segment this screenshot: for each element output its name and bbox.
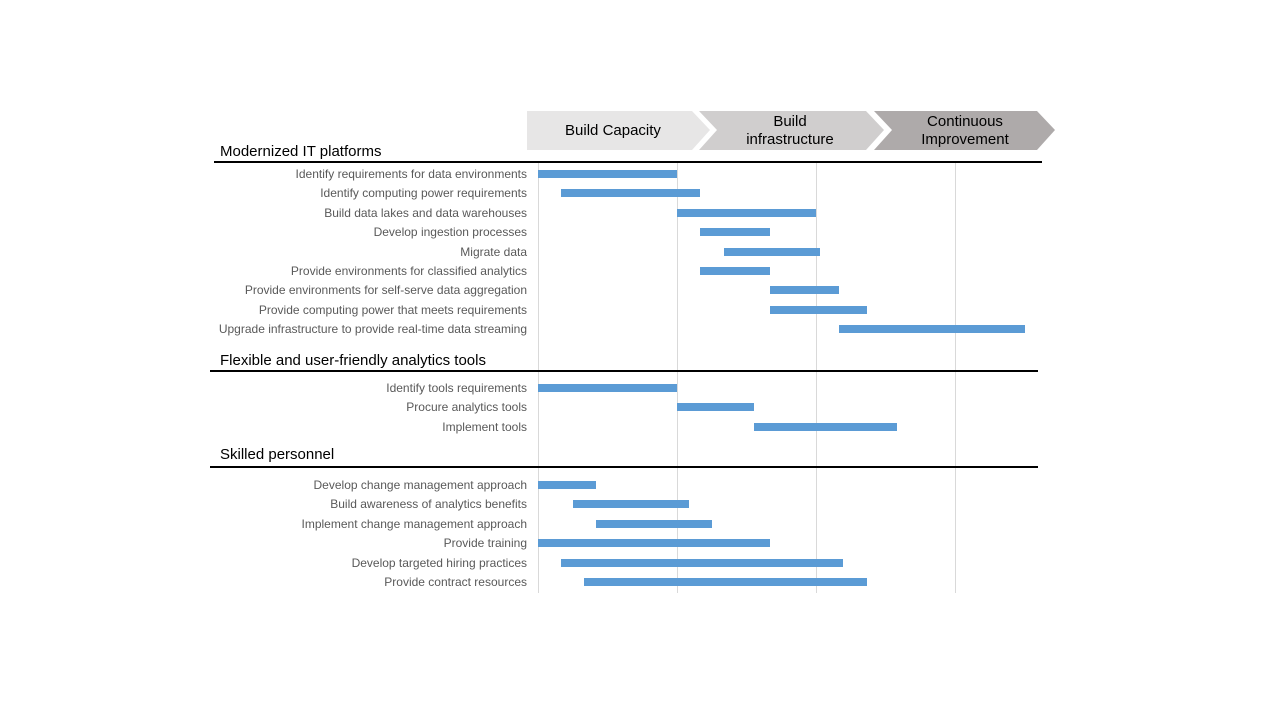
task-bar <box>677 403 755 412</box>
task-label: Implement tools <box>442 419 527 434</box>
task-bar <box>769 305 867 314</box>
phase-arrow-build-infrastructure <box>699 111 884 150</box>
phase-label-build-capacity: Build Capacity <box>565 121 661 139</box>
gridline <box>955 162 956 593</box>
task-bar <box>561 558 844 567</box>
phase-arrow-continuous-improvement <box>874 111 1055 150</box>
section-rule <box>210 466 1038 468</box>
task-label: Provide computing power that meets requi… <box>258 302 527 317</box>
task-bar <box>572 500 689 509</box>
task-label: Procure analytics tools <box>406 400 527 415</box>
phase-label-continuous-improvement: Continuous Improvement <box>921 112 1009 148</box>
task-label: Develop change management approach <box>313 478 527 492</box>
task-bar <box>538 384 678 392</box>
task-bar <box>595 519 712 528</box>
task-label: Implement change management approach <box>301 516 527 531</box>
task-bar <box>754 422 898 431</box>
task-bar <box>700 267 770 275</box>
task-label: Migrate data <box>460 244 527 259</box>
task-label: Develop ingestion processes <box>373 225 527 240</box>
section-rule <box>210 370 1038 372</box>
phase-arrow-build-capacity <box>527 111 710 150</box>
task-label: Develop targeted hiring practices <box>351 555 527 570</box>
task-label: Identify requirements for data environme… <box>295 167 527 181</box>
task-bar <box>538 481 596 489</box>
task-bar <box>700 228 770 237</box>
task-label: Upgrade infrastructure to provide real-t… <box>218 322 527 337</box>
task-bar <box>677 208 817 217</box>
task-label: Identify computing power requirements <box>320 186 527 201</box>
task-bar <box>723 247 821 256</box>
section-title: Skilled personnel <box>220 446 335 463</box>
task-bar <box>538 539 770 548</box>
section-rule <box>214 161 1042 163</box>
task-label: Identify tools requirements <box>386 381 527 395</box>
task-label: Provide environments for classified anal… <box>290 264 527 278</box>
task-bar <box>584 578 867 586</box>
section-title: Modernized IT platforms <box>220 143 382 160</box>
section-title: Flexible and user-friendly analytics too… <box>220 352 486 369</box>
task-label: Provide contract resources <box>384 575 527 589</box>
task-label: Provide environments for self-serve data… <box>244 283 527 298</box>
phase-label-build-infrastructure: Build infrastructure <box>746 112 834 148</box>
task-label: Build data lakes and data warehouses <box>324 205 527 220</box>
task-bar <box>561 189 701 198</box>
task-bar <box>769 286 840 295</box>
task-bar <box>538 170 678 178</box>
task-bar <box>839 325 1025 334</box>
task-label: Build awareness of analytics benefits <box>330 497 527 512</box>
task-label: Provide training <box>443 536 527 551</box>
gridline <box>538 162 539 593</box>
gridline <box>816 162 817 593</box>
gridline <box>677 162 678 593</box>
